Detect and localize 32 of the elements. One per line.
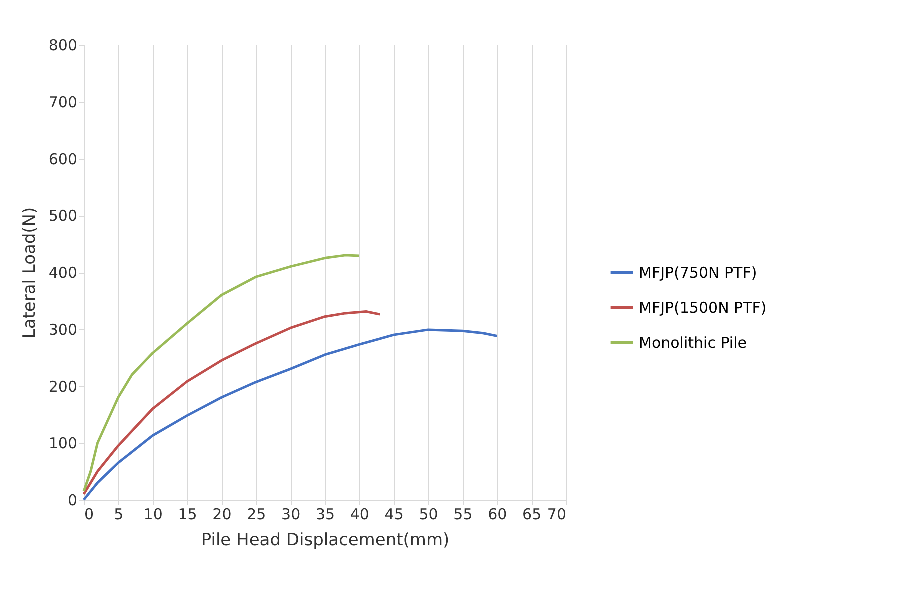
legend-label: MFJP(1500N PTF) bbox=[639, 299, 767, 317]
y-tick-label: 100 bbox=[48, 434, 78, 453]
y-tick-label: 600 bbox=[48, 150, 78, 168]
x-tick-label: 70 bbox=[547, 506, 566, 524]
x-tick-label: 35 bbox=[316, 506, 336, 524]
x-tick-label: 65 bbox=[522, 506, 542, 524]
x-tick-label: 60 bbox=[488, 506, 508, 524]
y-tick-label: 700 bbox=[48, 93, 78, 112]
x-tick-label: 25 bbox=[247, 506, 266, 524]
x-tick-label: 5 bbox=[114, 506, 124, 524]
x-tick-label: 10 bbox=[144, 506, 163, 524]
y-axis-title: Lateral Load(N) bbox=[20, 207, 40, 339]
x-tick-label: 45 bbox=[384, 506, 404, 524]
x-tick-label: 15 bbox=[178, 506, 198, 524]
x-tick-label: 50 bbox=[419, 506, 438, 524]
y-tick-label: 0 bbox=[68, 492, 78, 510]
line-series bbox=[82, 310, 382, 496]
legend-label: MFJP(750N PTF) bbox=[639, 264, 758, 282]
y-tick-label: 400 bbox=[48, 264, 78, 282]
x-tick-label: 55 bbox=[454, 506, 473, 524]
line-series bbox=[82, 254, 361, 493]
x-axis-title: Pile Head Displacement(mm) bbox=[201, 530, 450, 550]
x-tick-label: 20 bbox=[212, 506, 232, 524]
x-tick-label: 30 bbox=[282, 506, 301, 524]
y-tick-label: 500 bbox=[48, 207, 78, 226]
line-series bbox=[82, 328, 498, 502]
legend-label: Monolithic Pile bbox=[639, 334, 747, 352]
x-tick-label: 40 bbox=[350, 506, 370, 524]
x-tick-label: 0 bbox=[84, 506, 94, 524]
y-tick-label: 300 bbox=[48, 320, 78, 339]
y-tick-label: 800 bbox=[48, 36, 78, 54]
y-tick-label: 200 bbox=[48, 378, 78, 396]
